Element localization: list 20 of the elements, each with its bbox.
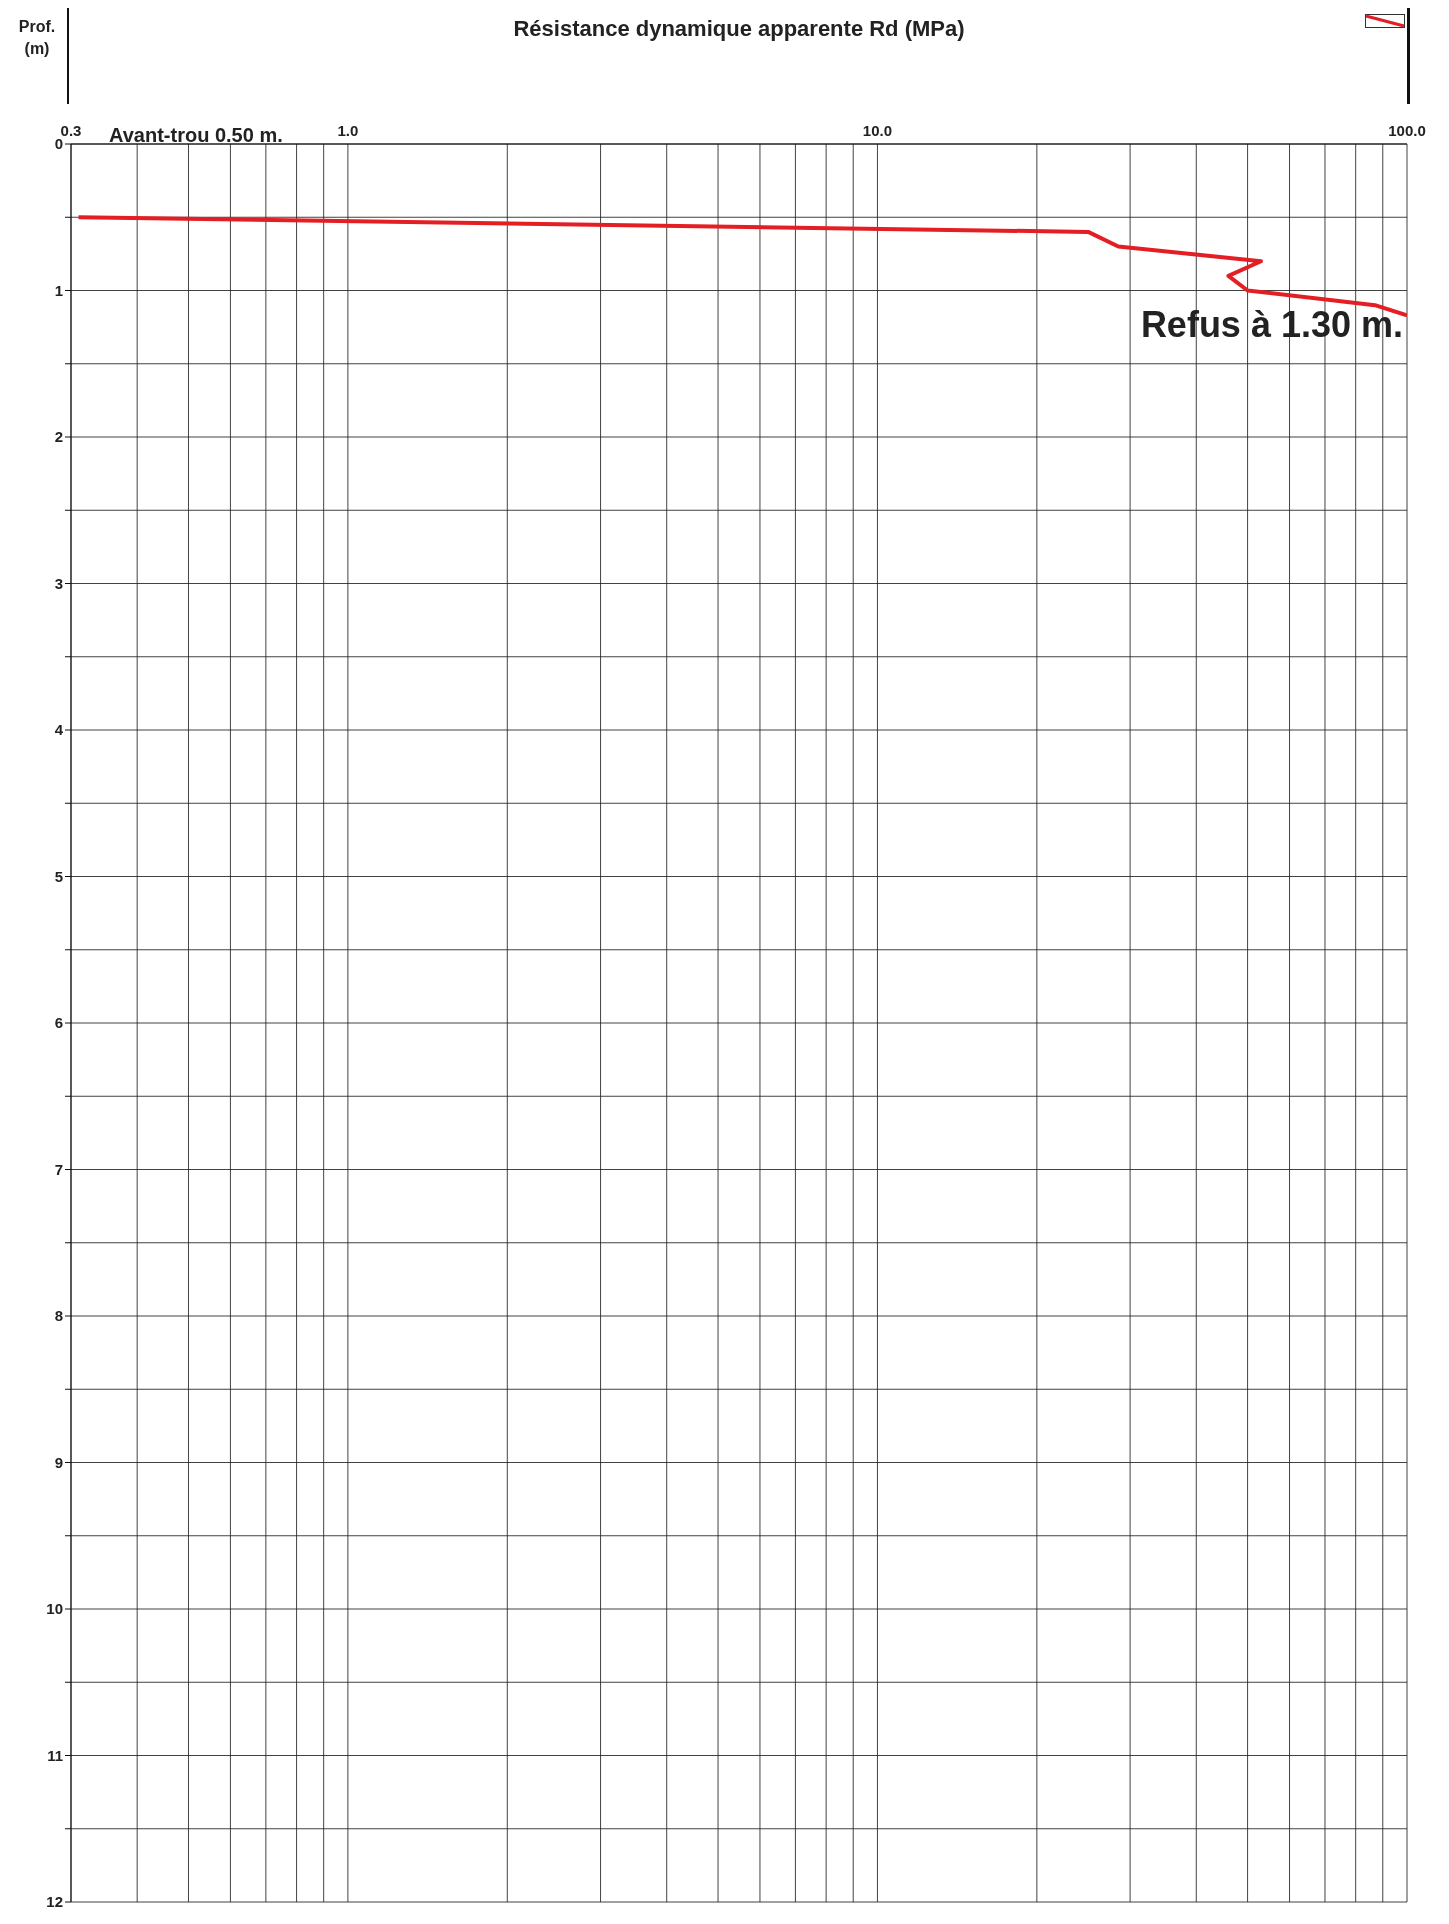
y-tick-label: 5 [54,867,63,885]
x-tick-label: 100.0 [1388,122,1426,139]
y-tick-label: 2 [54,428,63,446]
y-axis-title: Prof. (m) [17,17,57,59]
y-tick-label: 0 [54,135,63,153]
annotation: Avant-trou 0.50 m. [109,124,283,147]
y-tick-label: 7 [54,1160,63,1178]
y-tick-label: 6 [54,1014,63,1032]
y-tick-label: 12 [46,1893,63,1911]
y-tick-label: 10 [46,1600,63,1618]
x-tick-label: 0.3 [60,122,82,139]
y-tick-label: 1 [54,281,63,299]
y-tick-label: 4 [54,721,64,739]
y-tick-label: 11 [47,1746,63,1764]
x-axis-title: Résistance dynamique apparente Rd (MPa) [512,16,966,42]
y-tick-label: 8 [54,1307,63,1325]
y-tick-label: 9 [54,1453,63,1471]
x-tick-label: 10.0 [862,122,893,139]
x-tick-label: 1.0 [337,122,359,139]
y-tick-label: 3 [54,574,63,592]
